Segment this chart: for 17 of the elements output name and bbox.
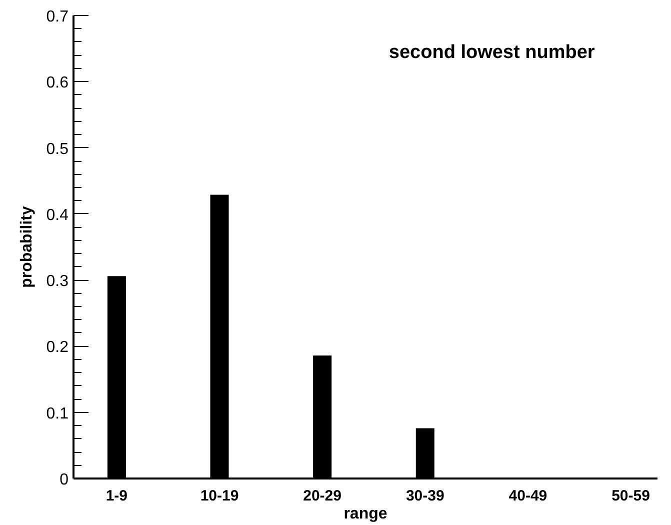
- x-tick-label: 50-59: [612, 488, 650, 504]
- y-tick-label: 0.7: [46, 8, 69, 26]
- y-tick-label: 0.4: [46, 206, 69, 224]
- y-axis-title: probability: [18, 206, 36, 288]
- text: second lowest number: [388, 42, 596, 64]
- x-tick-label: 30-39: [406, 488, 444, 504]
- x-tick-label: 10-19: [200, 488, 239, 504]
- x-tick-label: 40-49: [508, 488, 548, 504]
- x-tick-label: 1-9: [106, 488, 128, 504]
- y-tick-label: 0.6: [46, 74, 69, 92]
- y-tick-label: 0.2: [46, 339, 69, 356]
- x-tick-label: 20-29: [303, 488, 342, 504]
- y-tick-label: 0.5: [46, 140, 69, 158]
- y-tick-label: 0: [60, 472, 69, 488]
- y-tick-label: 0.3: [46, 273, 69, 290]
- y-tick-label: 0.1: [46, 405, 69, 422]
- x-axis-title: range: [344, 506, 388, 522]
